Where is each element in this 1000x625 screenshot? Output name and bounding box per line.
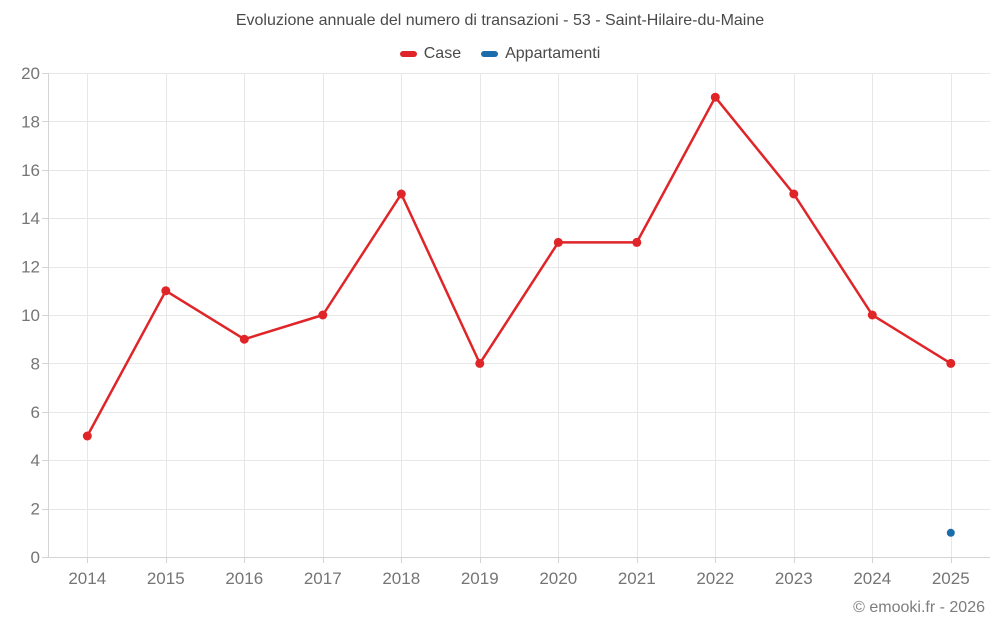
data-point [867, 310, 877, 320]
chart-title: Evoluzione annuale del numero di transaz… [235, 12, 765, 29]
legend-item-appartamenti[interactable]: Appartamenti [481, 45, 600, 63]
gridlines [48, 73, 990, 558]
y-tick-label: 16 [21, 161, 40, 180]
axes [42, 73, 990, 563]
legend-swatch-appartamenti-icon [481, 51, 499, 57]
x-tick-label: 2014 [68, 569, 106, 588]
y-tick-label: 8 [31, 354, 40, 373]
copyright-footer: © emooki.fr - 2026 [853, 599, 985, 616]
data-point [553, 237, 563, 247]
y-tick-label: 4 [31, 451, 40, 470]
series-case [82, 92, 956, 441]
series-appartamenti [946, 528, 955, 537]
data-point [632, 237, 642, 247]
data-point [161, 286, 171, 296]
x-tick-label: 2021 [618, 569, 656, 588]
data-point [82, 431, 92, 441]
data-point [946, 528, 955, 537]
y-tick-label: 20 [21, 64, 40, 83]
x-tick-label: 2019 [461, 569, 499, 588]
y-tick-label: 12 [21, 258, 40, 277]
data-point [710, 92, 720, 102]
data-point [946, 358, 956, 368]
data-point [239, 334, 249, 344]
data-point [789, 189, 799, 199]
series-line [86, 95, 953, 438]
data-point [475, 358, 485, 368]
legend: Case Appartamenti [0, 45, 1000, 63]
x-tick-label: 2015 [147, 569, 185, 588]
legend-swatch-case-icon [399, 51, 417, 57]
legend-label-appartamenti: Appartamenti [505, 45, 601, 62]
x-tick-label: 2024 [853, 569, 891, 588]
x-tick-label: 2022 [696, 569, 734, 588]
y-tick-label: 10 [21, 306, 40, 325]
y-tick-label: 14 [21, 209, 40, 228]
x-tick-label: 2018 [382, 569, 420, 588]
legend-label-case: Case [423, 45, 462, 62]
x-tick-label: 2023 [775, 569, 813, 588]
x-tick-label: 2020 [539, 569, 577, 588]
y-tick-label: 6 [31, 403, 40, 422]
x-tick-label: 2017 [304, 569, 342, 588]
x-tick-label: 2016 [225, 569, 263, 588]
data-point [396, 189, 406, 199]
y-tick-label: 0 [31, 548, 40, 567]
y-tick-label: 18 [21, 112, 40, 131]
data-point [318, 310, 328, 320]
x-tick-label: 2025 [932, 569, 970, 588]
y-tick-label: 2 [31, 500, 40, 519]
axis-labels: 0 2 4 6 8 10 12 14 16 18 20 2014 2015 2016 2017 2018 201… [21, 64, 970, 588]
legend-item-case[interactable]: Case [399, 45, 462, 63]
